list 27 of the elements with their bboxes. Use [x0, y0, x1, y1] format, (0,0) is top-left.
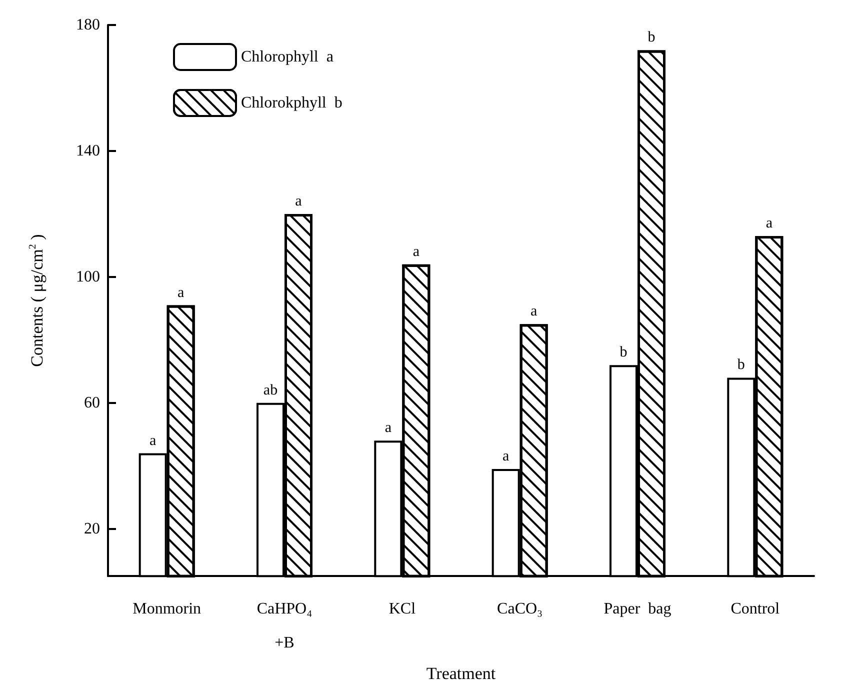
data-label: a: [177, 284, 184, 301]
x-tick-label: Paper bag: [604, 600, 672, 618]
x-tick-label: Monmorin: [132, 600, 202, 618]
y-tick-label: 140: [76, 142, 100, 160]
y-tick-label: 100: [76, 268, 100, 286]
x-tick-label: CaHPO₄ +B: [256, 600, 313, 652]
x-tick-label: Control: [730, 600, 780, 618]
data-label: b: [737, 357, 745, 374]
data-label: a: [412, 244, 420, 260]
legend-label: Chlorokphyll b: [241, 94, 342, 112]
x-tick-label: CaCO₃: [497, 600, 543, 618]
y-tick-label: 20: [84, 520, 100, 538]
y-tick-label: 60: [84, 394, 100, 412]
data-label: a: [149, 432, 156, 449]
data-label: a: [766, 215, 773, 232]
x-tick-label: KCl: [388, 600, 416, 618]
data-label: ab: [263, 382, 278, 398]
data-label: a: [502, 448, 510, 465]
y-tick-label: 180: [76, 16, 100, 34]
data-label: a: [295, 193, 302, 210]
data-label: a: [384, 420, 392, 436]
x-axis-title: Treatment: [426, 664, 496, 683]
data-label: a: [530, 304, 538, 320]
data-label: b: [620, 344, 628, 361]
data-label: b: [648, 30, 656, 46]
legend-label: Chlorophyll a: [241, 48, 334, 66]
y-axis-title: Contents ( μg/cm2 ): [28, 234, 46, 367]
